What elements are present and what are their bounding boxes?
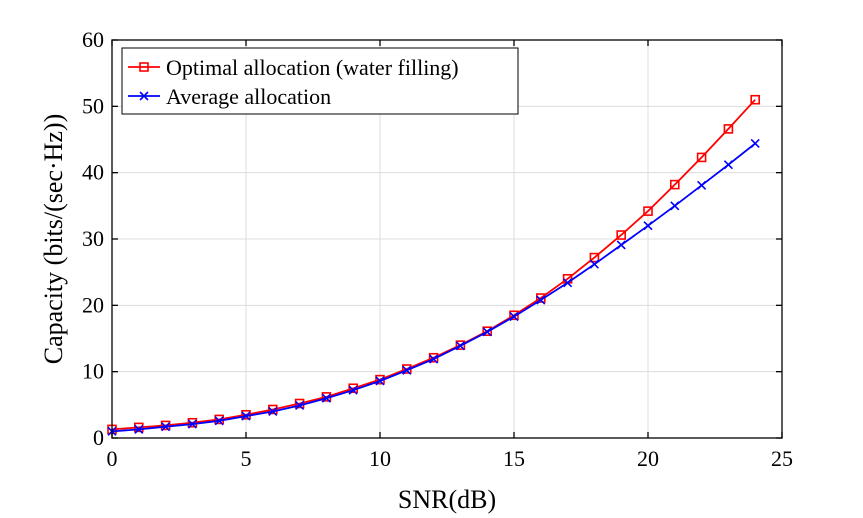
axis-ticks: 0 5 10 15 20 25 0 10 20 30 40 50 60 — [82, 27, 793, 471]
series-average — [107, 138, 760, 436]
data-point-square — [616, 230, 627, 240]
data-point-square — [482, 326, 493, 337]
data-point-x — [750, 138, 760, 149]
data-point-x — [670, 201, 680, 211]
data-point-x — [643, 221, 653, 231]
y-tick-label: 50 — [82, 93, 104, 118]
legend-optimal-label: Optimal allocation (water filling) — [166, 55, 459, 80]
data-point-square — [455, 340, 466, 350]
data-point-x — [161, 422, 171, 432]
data-point-x — [697, 180, 707, 190]
legend-average-marker — [139, 91, 149, 101]
y-tick-label: 40 — [82, 160, 104, 185]
data-point-square — [723, 124, 734, 134]
data-point-x — [348, 385, 358, 395]
legend-box — [121, 47, 519, 115]
data-point-x — [214, 416, 224, 426]
legend-optimal-marker — [139, 62, 149, 72]
y-tick-label: 0 — [93, 425, 104, 450]
data-point-square — [589, 252, 600, 263]
data-point-square — [267, 404, 278, 415]
data-point-x — [187, 419, 197, 429]
y-tick-label: 10 — [82, 359, 104, 384]
data-point-square — [643, 206, 653, 216]
data-point-x — [268, 406, 278, 417]
series-line — [111, 142, 756, 433]
x-tick-label: 25 — [771, 446, 793, 471]
series-layer — [107, 94, 761, 436]
x-axis-label: SNR(dB) — [398, 485, 496, 514]
y-tick-label: 30 — [82, 226, 104, 251]
data-point-x — [509, 312, 519, 322]
data-point-x — [321, 393, 331, 403]
data-point-square — [669, 179, 680, 190]
x-tick-label: 5 — [241, 446, 252, 471]
data-point-square — [134, 422, 144, 433]
x-tick-label: 0 — [107, 446, 118, 471]
data-point-x — [402, 365, 412, 375]
data-point-x — [563, 278, 573, 288]
data-point-x — [375, 376, 385, 386]
series-optimal — [107, 94, 761, 435]
data-point-x — [455, 341, 465, 351]
data-point-x — [429, 354, 439, 364]
data-point-square — [696, 152, 707, 163]
data-point-x — [295, 400, 305, 411]
data-point-x — [616, 240, 626, 250]
series-line — [111, 99, 756, 431]
data-point-square — [509, 310, 519, 321]
legend-average-label: Average allocation — [166, 84, 331, 109]
y-axis-label: Capacity (bits/(sec·Hz)) — [39, 114, 68, 365]
data-point-square — [160, 420, 171, 431]
data-point-square — [750, 94, 761, 105]
data-point-x — [134, 424, 144, 434]
data-point-x — [482, 327, 492, 337]
x-tick-label: 10 — [369, 446, 391, 471]
y-tick-label: 20 — [82, 292, 104, 317]
data-point-x — [536, 295, 546, 305]
legend: Optimal allocation (water filling) Avera… — [121, 47, 519, 115]
data-point-x — [723, 160, 733, 170]
x-tick-label: 15 — [503, 446, 525, 471]
x-tick-label: 20 — [637, 446, 659, 471]
data-point-x — [589, 259, 599, 269]
data-point-x — [241, 411, 251, 421]
y-tick-label: 60 — [82, 27, 104, 52]
